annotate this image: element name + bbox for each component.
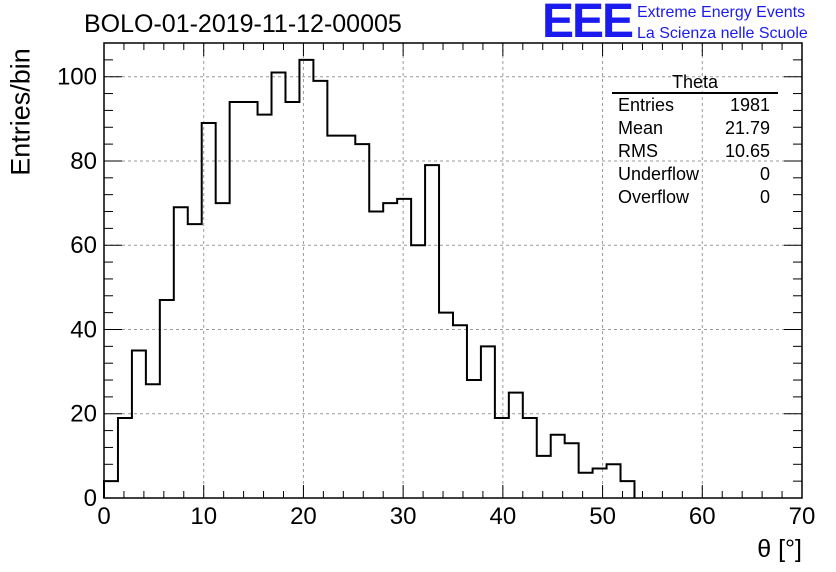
histogram-bin <box>397 199 411 498</box>
histogram-outline <box>103 58 636 498</box>
grid-lines <box>104 43 802 498</box>
stats-label: Underflow <box>618 164 700 184</box>
histogram-bin <box>551 435 565 498</box>
x-axis-label: θ [°] <box>757 535 802 563</box>
histogram-bin <box>439 313 453 498</box>
histogram-bin <box>509 393 523 498</box>
histogram-bin <box>523 418 537 498</box>
y-tick-label: 80 <box>70 148 97 175</box>
histogram-bin <box>258 115 272 498</box>
stats-value: 10.65 <box>724 141 770 161</box>
stats-row-mean: Mean 21.79 <box>612 117 778 140</box>
histogram-bin <box>216 203 230 498</box>
y-tick-label: 20 <box>70 401 97 428</box>
histogram-bin <box>383 203 397 498</box>
histogram-bin <box>495 418 509 498</box>
stats-value: 0 <box>759 164 770 184</box>
histogram-bin <box>537 456 551 498</box>
x-tick-label: 10 <box>190 503 217 530</box>
histogram-bin <box>118 418 132 498</box>
histogram-bin <box>146 384 160 498</box>
stats-value: 21.79 <box>724 118 770 138</box>
stats-label: Mean <box>618 118 664 138</box>
histogram-bin <box>481 346 495 498</box>
histogram-bin <box>174 207 188 498</box>
stats-row-entries: Entries 1981 <box>612 94 778 117</box>
x-tick-label: 70 <box>789 503 816 530</box>
stats-row-overflow: Overflow 0 <box>612 186 778 209</box>
stats-value: 1981 <box>729 95 770 115</box>
histogram-bin <box>272 72 286 498</box>
x-tick-label: 30 <box>390 503 417 530</box>
histogram-bin <box>327 136 341 498</box>
histogram-bin <box>593 469 607 498</box>
x-tick-label: 50 <box>589 503 616 530</box>
x-tick-label: 40 <box>490 503 517 530</box>
stats-label: Overflow <box>618 187 690 207</box>
logo-line-2: La Scienza nelle Scuole <box>637 25 808 42</box>
stats-label: RMS <box>618 141 658 161</box>
chart-title: BOLO-01-2019-11-12-00005 <box>84 10 402 38</box>
histogram-bin <box>341 136 355 498</box>
plot-frame <box>103 42 803 499</box>
histogram-bin <box>355 144 369 498</box>
histogram-bin <box>313 81 327 498</box>
stats-value: 0 <box>759 187 770 207</box>
y-tick-label: 0 <box>84 485 97 512</box>
histogram-bin <box>104 481 118 498</box>
axes: 0 10 20 30 40 50 60 70 0 20 40 60 80 100 <box>57 42 816 530</box>
histogram-bin <box>453 325 467 498</box>
y-tick-label: 100 <box>57 64 97 91</box>
x-tick-label: 20 <box>290 503 317 530</box>
x-tick-label: 0 <box>97 503 110 530</box>
stats-row-rms: RMS 10.65 <box>612 140 778 163</box>
histogram-bin <box>467 380 481 498</box>
histogram-bin <box>579 473 593 498</box>
histogram-bin <box>411 245 425 498</box>
stats-box: Theta Entries 1981 Mean 21.79 RMS 10.65 … <box>612 72 778 209</box>
histogram-bin <box>299 60 313 498</box>
stats-title: Theta <box>612 72 778 94</box>
eee-logo: EEE <box>542 0 634 48</box>
x-tick-label: 60 <box>689 503 716 530</box>
logo-line-1: Extreme Energy Events <box>637 4 806 21</box>
histogram-bin <box>565 443 579 498</box>
histogram-bin <box>369 212 383 498</box>
stats-label: Entries <box>618 95 675 115</box>
y-tick-label: 40 <box>70 316 97 343</box>
histogram-bin <box>425 165 439 498</box>
histogram-bars <box>103 58 636 498</box>
y-tick-label: 60 <box>70 232 97 259</box>
y-axis-label: Entries/bin <box>5 48 36 176</box>
histogram-bin <box>607 464 621 498</box>
histogram-bin <box>132 351 146 498</box>
histogram-bin <box>188 224 202 498</box>
stats-row-underflow: Underflow 0 <box>612 163 778 186</box>
